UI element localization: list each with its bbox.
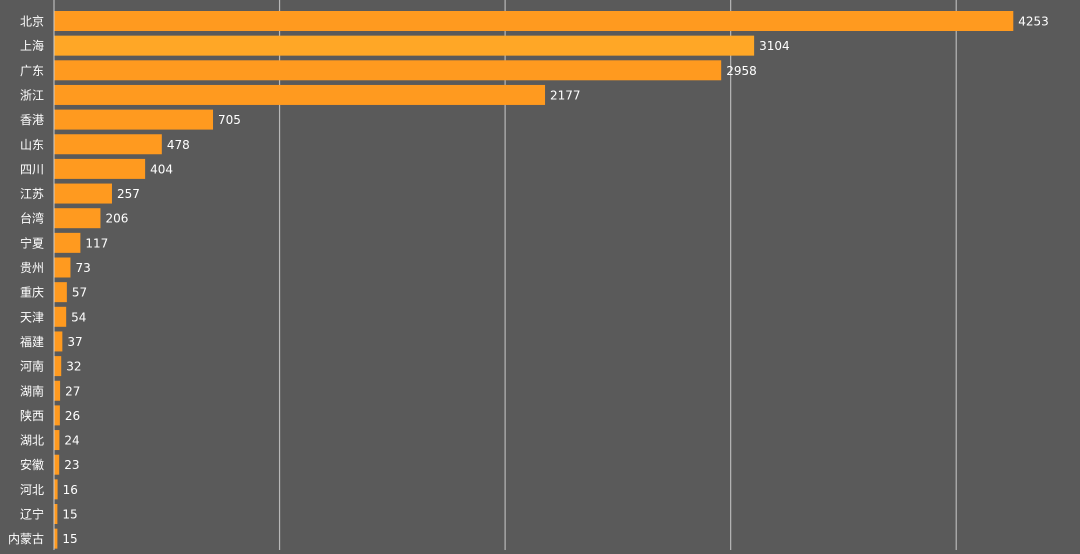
bar-7 xyxy=(54,183,112,204)
category-label-2: 广东 xyxy=(20,64,44,78)
bar-21 xyxy=(54,528,58,549)
bar-14 xyxy=(54,356,62,377)
category-label-4: 香港 xyxy=(20,113,44,127)
value-label-0: 4253 xyxy=(1018,15,1049,29)
bar-19 xyxy=(54,479,58,500)
bar-11 xyxy=(54,282,67,303)
category-label-20: 辽宁 xyxy=(20,507,44,522)
category-label-14: 河南 xyxy=(20,359,44,374)
category-label-7: 江苏 xyxy=(20,187,44,201)
value-label-20: 15 xyxy=(62,508,77,522)
category-label-5: 山东 xyxy=(20,138,44,152)
value-label-19: 16 xyxy=(63,483,78,497)
category-label-21: 内蒙古 xyxy=(8,531,44,546)
bar-3 xyxy=(54,84,546,105)
category-label-17: 湖北 xyxy=(20,433,44,448)
bar-2 xyxy=(54,60,722,81)
value-label-7: 257 xyxy=(117,187,140,201)
value-label-3: 2177 xyxy=(550,88,581,102)
bars xyxy=(54,11,1014,549)
bar-20 xyxy=(54,504,58,524)
value-label-9: 117 xyxy=(85,236,108,250)
value-label-8: 206 xyxy=(105,212,128,226)
bar-16 xyxy=(54,405,60,426)
bar-9 xyxy=(54,232,81,253)
value-label-11: 57 xyxy=(72,286,87,300)
value-label-16: 26 xyxy=(65,409,80,423)
value-label-21: 15 xyxy=(62,532,77,546)
bar-6 xyxy=(54,158,146,179)
category-label-19: 河北 xyxy=(20,483,44,497)
category-label-9: 宁夏 xyxy=(20,235,44,250)
category-label-3: 浙江 xyxy=(20,88,44,102)
bar-12 xyxy=(54,306,67,327)
bar-4 xyxy=(54,109,214,130)
bar-1 xyxy=(54,35,755,56)
value-label-12: 54 xyxy=(71,310,86,324)
bar-10 xyxy=(54,257,71,278)
value-label-15: 27 xyxy=(65,384,80,398)
value-label-5: 478 xyxy=(167,138,190,152)
category-label-8: 台湾 xyxy=(20,211,44,226)
bar-13 xyxy=(54,331,63,352)
value-label-2: 2958 xyxy=(726,64,757,78)
value-label-14: 32 xyxy=(66,360,81,374)
category-label-0: 北京 xyxy=(20,15,44,29)
value-label-17: 24 xyxy=(64,434,79,448)
category-labels: 北京上海广东浙江香港山东四川江苏台湾宁夏贵州重庆天津福建河南湖南陕西湖北安徽河北… xyxy=(8,15,44,547)
value-label-18: 23 xyxy=(64,458,79,472)
bar-0 xyxy=(54,11,1014,31)
value-label-1: 3104 xyxy=(759,39,790,53)
bar-8 xyxy=(54,208,101,229)
category-label-11: 重庆 xyxy=(20,286,44,300)
category-label-16: 陕西 xyxy=(20,408,44,423)
value-label-6: 404 xyxy=(150,162,173,176)
bar-15 xyxy=(54,380,61,401)
bar-17 xyxy=(54,430,60,451)
category-label-6: 四川 xyxy=(20,162,44,176)
category-label-12: 天津 xyxy=(20,310,44,324)
value-label-4: 705 xyxy=(218,113,241,127)
category-label-10: 贵州 xyxy=(20,261,44,275)
category-label-15: 湖南 xyxy=(20,383,44,398)
value-label-13: 37 xyxy=(67,335,82,349)
value-label-10: 73 xyxy=(75,261,90,275)
bar-5 xyxy=(54,134,162,155)
category-label-18: 安徽 xyxy=(20,457,44,472)
bar-18 xyxy=(54,454,60,475)
category-label-1: 上海 xyxy=(20,38,44,53)
category-label-13: 福建 xyxy=(20,334,44,349)
